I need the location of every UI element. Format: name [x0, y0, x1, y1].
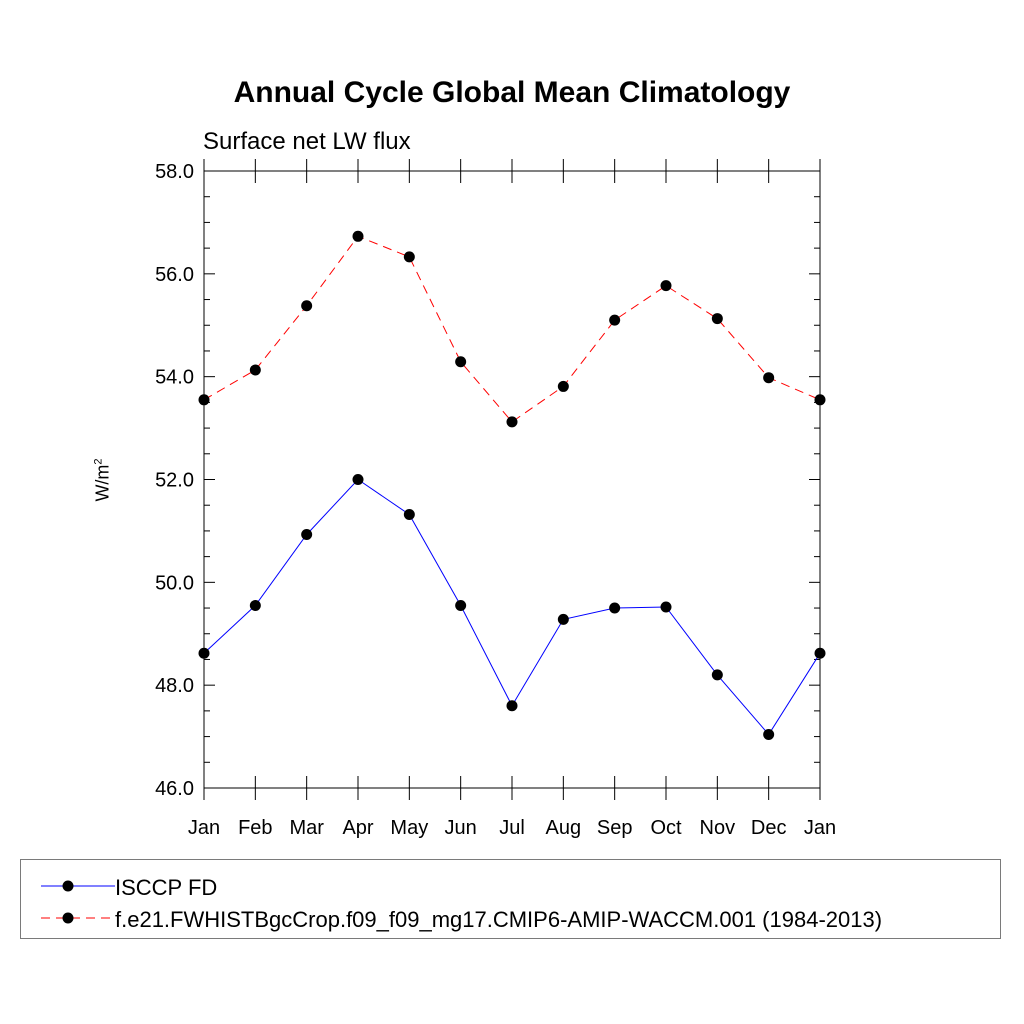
y-tick-label: 52.0 [155, 470, 194, 492]
series-2-point [249, 364, 261, 376]
y-tick-label: 50.0 [155, 572, 194, 594]
series-2-point [301, 300, 313, 312]
x-tick-label: Jun [445, 817, 477, 839]
y-tick-label: 46.0 [155, 778, 194, 800]
y-tick-label: 54.0 [155, 367, 194, 389]
series-2-point [814, 394, 826, 406]
legend-label-series-2: f.e21.FWHISTBgcCrop.f09_f09_mg17.CMIP6-A… [115, 907, 883, 932]
series-2-point [403, 251, 415, 263]
x-tick-label: Jan [804, 817, 836, 839]
series-2-point [455, 356, 467, 368]
series-1-point [763, 729, 775, 741]
series-2-point [198, 394, 210, 406]
x-tick-label: Dec [751, 817, 787, 839]
series-1-point [249, 599, 261, 611]
chart-subtitle: Surface net LW flux [203, 128, 411, 155]
series-1-point [352, 474, 364, 485]
legend-swatch-series-1 [41, 880, 115, 892]
x-tick-label: Oct [650, 817, 682, 839]
series-1-point [198, 647, 210, 659]
chart-plot: 46.0 48.0 50.0 52.0 54.0 56.0 58.0 Jan Feb Mar Apr… [155, 159, 836, 839]
series-2-point [352, 230, 364, 242]
series-1-point [403, 508, 415, 520]
x-tick-label: Apr [342, 817, 373, 839]
y-tick-label: 56.0 [155, 264, 194, 286]
series-1-point [609, 602, 621, 614]
series-line-2 [203, 235, 821, 423]
plot-frame [203, 170, 821, 789]
x-tick-label: Feb [238, 817, 272, 839]
series-2-point [763, 372, 775, 384]
series-line-1 [203, 478, 821, 736]
series-2-point [609, 314, 621, 326]
y-tick-label: 58.0 [155, 161, 194, 183]
series-1-point [711, 669, 723, 681]
series-1-point [660, 601, 672, 613]
x-tick-label: Jan [188, 817, 220, 839]
x-tick-label: Aug [546, 817, 582, 839]
y-tick-label: 48.0 [155, 675, 194, 697]
legend-entry-series-2: f.e21.FWHISTBgcCrop.f09_f09_mg17.CMIP6-A… [21, 905, 1000, 935]
series-1-point [506, 700, 518, 712]
x-tick-label: Nov [700, 817, 736, 839]
series-2-point [660, 280, 672, 292]
legend-swatch-series-2 [41, 912, 115, 924]
series-2-point [506, 416, 518, 428]
legend-label-series-1: ISCCP FD [115, 875, 218, 900]
series-1-point [301, 529, 313, 541]
x-tick-label: Sep [597, 817, 633, 839]
x-tick-label: Mar [289, 817, 324, 839]
x-tick-label: May [390, 817, 428, 839]
chart-title: Annual Cycle Global Mean Climatology [233, 76, 791, 109]
series-1-point [455, 599, 467, 611]
legend: ISCCP FD f.e21.FWHISTBgcCrop.f09_f09_mg1… [20, 859, 1001, 939]
series-1-point [814, 647, 826, 659]
legend-entry-series-1: ISCCP FD [21, 873, 1000, 903]
series-2-point [711, 313, 723, 325]
series-1-point [557, 613, 569, 625]
series-2-point [557, 380, 569, 392]
x-tick-label: Jul [499, 817, 525, 839]
